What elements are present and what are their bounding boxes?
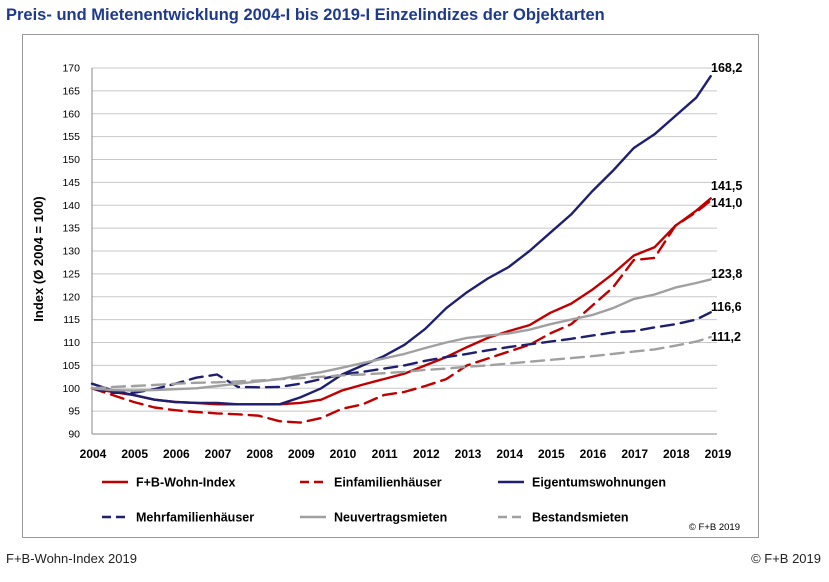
end-value-label: 111,2: [711, 330, 741, 344]
legend: F+B-Wohn-Index Einfamilienhäuser Eigentums…: [102, 476, 740, 533]
y-tick-label: 155: [62, 131, 80, 143]
y-tick-label: 160: [62, 108, 80, 120]
x-tick-label: 2006: [163, 447, 190, 461]
x-tick-label: 2012: [413, 447, 440, 461]
x-tick-label: 2017: [621, 447, 648, 461]
y-tick-label: 95: [68, 406, 80, 418]
y-tick-label: 125: [62, 268, 80, 280]
y-tick-label: 135: [62, 223, 80, 235]
end-value-label: 141,0: [711, 196, 742, 210]
x-tick-label: 2018: [663, 447, 690, 461]
legend-label: F+B-Wohn-Index: [136, 476, 235, 490]
y-tick-label: 130: [62, 246, 80, 258]
x-tick-label: 2015: [538, 447, 565, 461]
y-tick-label: 170: [62, 63, 80, 75]
y-axis-title: Index (Ø 2004 = 100): [31, 196, 46, 321]
x-tick-label: 2009: [288, 447, 315, 461]
x-tick-label: 2016: [580, 447, 607, 461]
y-tick-label: 120: [62, 291, 80, 303]
chart-copyright: © F+B 2019: [689, 522, 740, 533]
series-line-eigentumswohnungen: [90, 74, 712, 406]
end-value-label: 116,6: [711, 300, 742, 314]
footer-source: F+B-Wohn-Index 2019: [6, 551, 137, 566]
end-value-label: 141,5: [711, 179, 742, 193]
x-tick-label: 2005: [121, 447, 148, 461]
legend-label: Neuvertragsmieten: [334, 511, 447, 525]
series-line-mehrfamilienhäuser: [90, 311, 712, 394]
x-tick-label: 2011: [372, 447, 398, 461]
y-tick-label: 165: [62, 85, 80, 97]
y-tick-label: 100: [62, 383, 80, 395]
y-tick-label: 90: [68, 429, 80, 441]
y-tick-label: 115: [63, 314, 80, 326]
y-tick-label: 110: [63, 337, 80, 349]
end-value-label: 123,8: [711, 267, 742, 281]
x-tick-label: 2013: [455, 447, 482, 461]
legend-label: Mehrfamilienhäuser: [136, 511, 254, 525]
legend-label: Einfamilienhäuser: [334, 476, 442, 490]
x-tick-label: 2008: [246, 447, 273, 461]
x-tick-label: 2004: [80, 447, 107, 461]
chart-frame: [22, 34, 759, 538]
y-tick-label: 145: [62, 177, 80, 189]
x-tick-label: 2007: [205, 447, 232, 461]
series-line-bestandsmieten: [90, 335, 712, 390]
legend-label: Eigentumswohnungen: [532, 476, 666, 490]
end-value-label: 168,2: [711, 61, 742, 75]
series-layer: [90, 74, 712, 424]
series-line-neuvertragsmieten: [90, 278, 712, 392]
y-tick-label: 140: [62, 200, 80, 212]
y-tick-label: 105: [62, 360, 80, 372]
x-tick-label: 2010: [330, 447, 357, 461]
x-tick-label: 2019: [705, 447, 732, 461]
series-line-einfamilienhäuser: [90, 199, 712, 424]
y-tick-label: 150: [62, 154, 80, 166]
series-line-f-b-wohn-index: [90, 197, 712, 406]
grid-layer: [92, 67, 717, 435]
footer-copyright: © F+B 2019: [751, 551, 821, 566]
end-label-layer: 168,2 141,5 141,0 123,8 116,6 111,2: [711, 61, 742, 344]
axis-layer: 90 95 100 105 110 115 120 125 130 135 140 145 150 155…: [31, 63, 732, 462]
x-tick-label: 2014: [496, 447, 523, 461]
page-title: Preis- und Mietenentwicklung 2004-I bis …: [6, 6, 605, 24]
legend-label: Bestandsmieten: [532, 511, 629, 525]
